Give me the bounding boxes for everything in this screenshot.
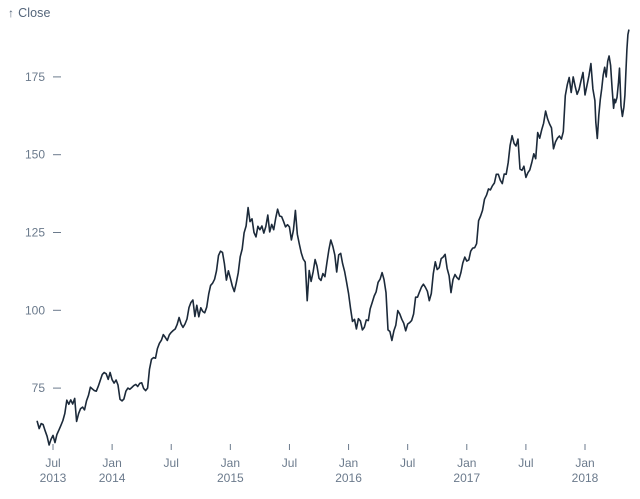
x-tick-year-label: 2018 bbox=[572, 471, 599, 485]
x-tick-month-label: Jan bbox=[575, 456, 594, 470]
x-tick-month-label: Jul bbox=[282, 456, 297, 470]
x-tick-year-label: 2016 bbox=[335, 471, 362, 485]
x-tick-month-label: Jan bbox=[102, 456, 121, 470]
x-tick-month-label: Jul bbox=[164, 456, 179, 470]
y-tick-label: 150 bbox=[25, 148, 45, 162]
y-axis-title-label: Close bbox=[18, 6, 51, 20]
x-tick-year-label: 2017 bbox=[453, 471, 480, 485]
y-axis-title: ↑ Close bbox=[8, 6, 51, 20]
x-tick-year-label: 2013 bbox=[40, 471, 67, 485]
y-axis: 75 100 125 150 175 bbox=[25, 70, 61, 395]
x-tick-month-label: Jan bbox=[457, 456, 476, 470]
x-tick-month-label: Jul bbox=[400, 456, 415, 470]
x-tick-month-label: Jul bbox=[45, 456, 60, 470]
close-price-line bbox=[36, 29, 630, 446]
x-tick-month-label: Jul bbox=[518, 456, 533, 470]
y-tick-label: 75 bbox=[32, 381, 46, 395]
x-tick-year-label: 2014 bbox=[99, 471, 126, 485]
y-tick-label: 100 bbox=[25, 303, 45, 317]
x-tick-month-label: Jan bbox=[339, 456, 358, 470]
y-tick-label: 125 bbox=[25, 226, 45, 240]
y-tick-label: 175 bbox=[25, 70, 45, 84]
x-tick-year-label: 2015 bbox=[217, 471, 244, 485]
x-tick-month-label: Jan bbox=[221, 456, 240, 470]
up-arrow-icon: ↑ bbox=[8, 6, 15, 20]
